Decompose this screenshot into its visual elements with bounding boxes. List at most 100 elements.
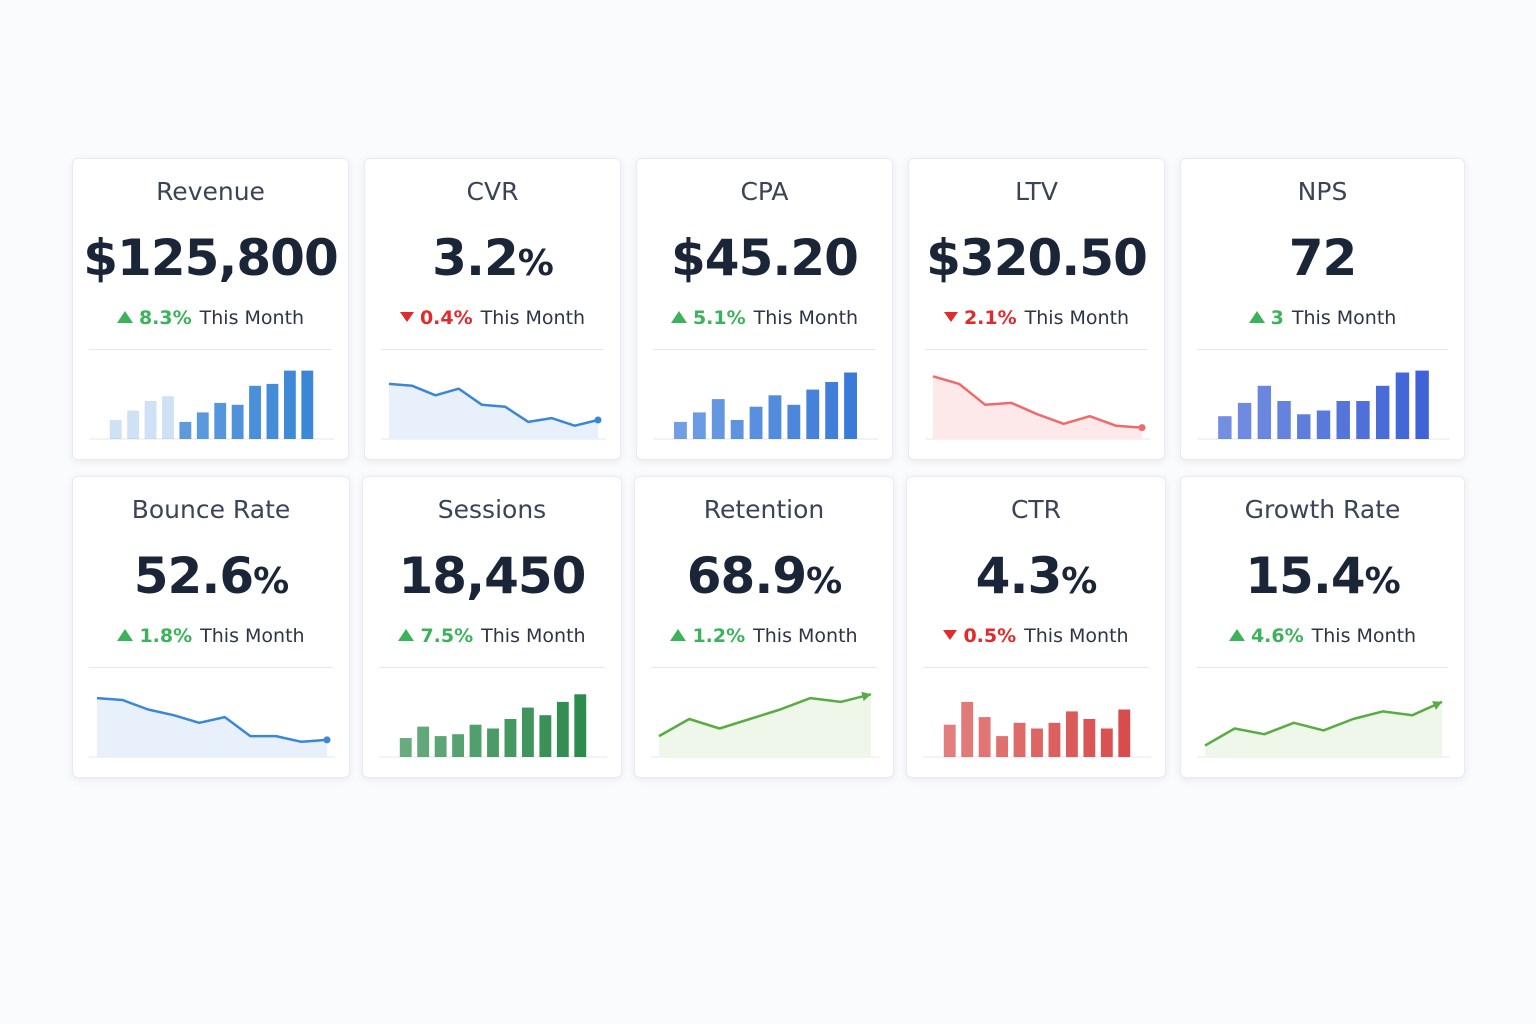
bar	[1395, 372, 1410, 439]
kpi-value: $320.50	[909, 229, 1164, 287]
line-series	[932, 375, 1143, 429]
bar	[711, 399, 725, 439]
arrow-up-icon	[1248, 310, 1265, 323]
sparkline-chart	[89, 696, 335, 758]
kpi-title: CPA	[740, 177, 789, 206]
kpi-value: 72	[1181, 229, 1464, 287]
kpi-value: 3.2%	[365, 229, 620, 287]
kpi-card-cvr[interactable]: CVR 3.2% 0.4% This Month	[364, 158, 621, 460]
bar	[1118, 709, 1131, 757]
kpi-value: 18,450	[363, 547, 621, 605]
kpi-value-number: 3.2	[432, 229, 519, 287]
divider	[653, 349, 876, 350]
kpi-card-cpa[interactable]: CPA $45.20 5.1% This Month	[636, 158, 893, 460]
bar	[1277, 401, 1291, 439]
divider	[925, 349, 1148, 350]
kpi-change-value: 1.8%	[139, 625, 193, 647]
arrow-up-icon	[116, 310, 133, 323]
kpi-value: 52.6%	[73, 547, 349, 605]
end-point	[594, 416, 602, 424]
bar	[844, 372, 857, 439]
bar	[978, 717, 991, 757]
bar	[144, 401, 157, 439]
bar	[1013, 722, 1026, 757]
bar	[249, 385, 261, 439]
kpi-card-growth-rate[interactable]: Growth Rate 15.4% 4.6% This Month	[1180, 476, 1465, 778]
bar	[1336, 401, 1350, 439]
kpi-change: 0.4% This Month	[365, 307, 620, 329]
kpi-value-number: $45.20	[671, 229, 859, 287]
bar	[283, 370, 296, 439]
bar	[1048, 722, 1061, 757]
kpi-title: Retention	[703, 495, 825, 524]
bar	[214, 402, 227, 439]
bar	[162, 396, 174, 439]
bar	[399, 738, 412, 757]
area-fill	[933, 376, 1142, 439]
line-series	[658, 693, 872, 738]
bar	[521, 707, 534, 757]
kpi-card-bounce-rate[interactable]: Bounce Rate 52.6% 1.8% This Month	[72, 476, 350, 778]
arrow-up-icon	[117, 628, 134, 641]
divider	[381, 349, 604, 350]
line-series	[1204, 700, 1443, 747]
arrow-down-icon	[943, 629, 958, 640]
divider	[379, 667, 605, 668]
kpi-change: 2.1% This Month	[909, 307, 1164, 329]
kpi-period: This Month	[1291, 307, 1397, 329]
kpi-title: Bounce Rate	[131, 495, 291, 524]
bar	[1083, 719, 1096, 757]
kpi-value-unit: %	[253, 561, 289, 602]
kpi-change-value: 0.4%	[419, 307, 473, 329]
kpi-change-value: 3	[1270, 307, 1284, 329]
kpi-period: This Month	[1024, 625, 1129, 647]
bar	[961, 701, 974, 757]
bar	[825, 382, 839, 439]
trend-arrow-icon	[861, 691, 871, 702]
divider	[89, 349, 332, 350]
bar	[1100, 728, 1113, 757]
kpi-change: 8.3% This Month	[73, 307, 348, 329]
kpi-card-nps[interactable]: NPS 72 3 This Month	[1180, 158, 1465, 460]
kpi-value-unit: %	[517, 243, 554, 284]
kpi-card-ctr[interactable]: CTR 4.3% 0.5% This Month	[906, 476, 1166, 778]
kpi-period: This Month	[753, 625, 858, 647]
kpi-value-number: $125,800	[83, 229, 339, 287]
bar	[504, 719, 517, 757]
arrow-up-icon	[670, 310, 687, 323]
kpi-value-number: $320.50	[926, 229, 1148, 287]
bar	[749, 406, 763, 439]
kpi-title: CTR	[1010, 495, 1062, 524]
kpi-value-number: 18,450	[398, 547, 587, 605]
kpi-change-value: 4.6%	[1250, 625, 1304, 647]
kpi-period: This Month	[199, 307, 305, 329]
kpi-card-ltv[interactable]: LTV $320.50 2.1% This Month	[908, 158, 1165, 460]
kpi-title: CVR	[466, 177, 519, 206]
bar	[943, 724, 956, 757]
kpi-value: 68.9%	[635, 547, 893, 605]
sparkline-chart	[923, 701, 1151, 758]
bar	[1218, 416, 1232, 439]
kpi-change-value: 1.2%	[692, 625, 746, 647]
arrow-down-icon	[943, 311, 958, 322]
arrow-up-icon	[670, 628, 687, 641]
kpi-value-number: 4.3	[975, 547, 1063, 605]
end-point	[1138, 424, 1146, 432]
bar	[539, 715, 552, 757]
sparkline-chart	[89, 370, 334, 440]
sparkline-chart	[925, 375, 1150, 440]
kpi-period: This Month	[1311, 625, 1417, 647]
kpi-card-revenue[interactable]: Revenue $125,800 8.3% This Month	[72, 158, 349, 460]
kpi-period: This Month	[480, 307, 586, 329]
bar	[196, 412, 209, 439]
sparkline-chart	[651, 691, 879, 758]
kpi-period: This Month	[753, 307, 859, 329]
kpi-card-retention[interactable]: Retention 68.9% 1.2% This Month	[634, 476, 894, 778]
kpi-card-sessions[interactable]: Sessions 18,450 7.5% This Month	[362, 476, 622, 778]
bar	[487, 728, 499, 757]
kpi-value: $125,800	[73, 229, 348, 287]
kpi-title: Growth Rate	[1244, 495, 1401, 524]
bar	[806, 389, 820, 439]
bar	[692, 412, 706, 439]
divider	[1197, 667, 1448, 668]
